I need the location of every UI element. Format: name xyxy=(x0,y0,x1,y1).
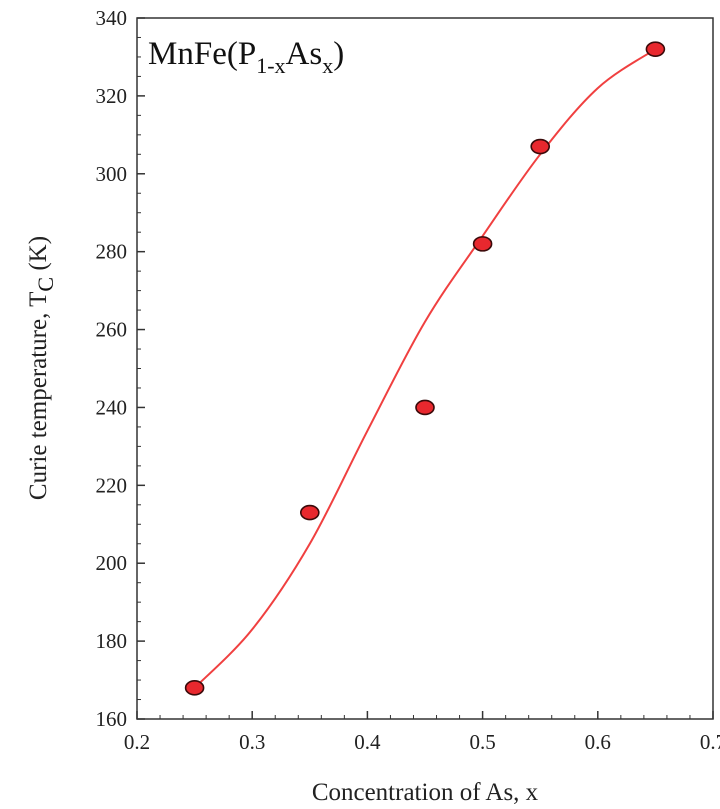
y-tick-label: 280 xyxy=(96,240,128,264)
y-tick-label: 220 xyxy=(96,473,128,497)
plot-frame xyxy=(136,17,714,720)
data-point xyxy=(299,504,320,521)
chart-title: MnFe(P1-xAsx) xyxy=(148,36,344,78)
data-point xyxy=(472,236,493,252)
x-tick-label: 0.5 xyxy=(469,730,495,754)
data-point xyxy=(184,680,205,696)
y-axis-ticks: 160 180 200 220 240 260 280 300 320 340 xyxy=(96,6,145,731)
y-tick-label: 320 xyxy=(96,84,128,108)
y-tick-label: 340 xyxy=(96,6,128,30)
x-tick-label: 0.7 xyxy=(700,730,720,754)
x-axis-title: Concentration of As, x xyxy=(312,779,539,806)
data-point xyxy=(415,399,435,416)
y-tick-label: 180 xyxy=(96,629,128,653)
x-axis-ticks: 0.2 0.3 0.4 0.5 0.6 0.7 xyxy=(124,711,720,754)
data-points xyxy=(184,41,666,696)
data-point xyxy=(530,138,551,155)
y-tick-label: 160 xyxy=(96,707,128,731)
y-tick-label: 260 xyxy=(96,318,128,342)
y-axis-title: Curie temperature, TC (K) xyxy=(25,236,58,500)
fit-curve xyxy=(193,48,656,689)
y-tick-label: 240 xyxy=(96,395,128,419)
y-tick-label: 200 xyxy=(96,551,128,575)
x-tick-label: 0.6 xyxy=(585,730,611,754)
x-tick-label: 0.2 xyxy=(124,730,150,754)
y-tick-label: 300 xyxy=(96,162,128,186)
data-point xyxy=(645,41,666,57)
x-tick-label: 0.4 xyxy=(354,730,381,754)
x-tick-label: 0.3 xyxy=(239,730,265,754)
